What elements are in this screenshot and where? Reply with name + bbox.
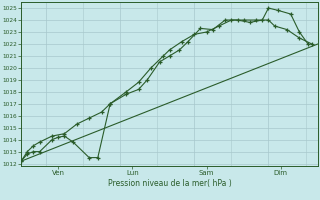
X-axis label: Pression niveau de la mer( hPa ): Pression niveau de la mer( hPa ) xyxy=(108,179,231,188)
